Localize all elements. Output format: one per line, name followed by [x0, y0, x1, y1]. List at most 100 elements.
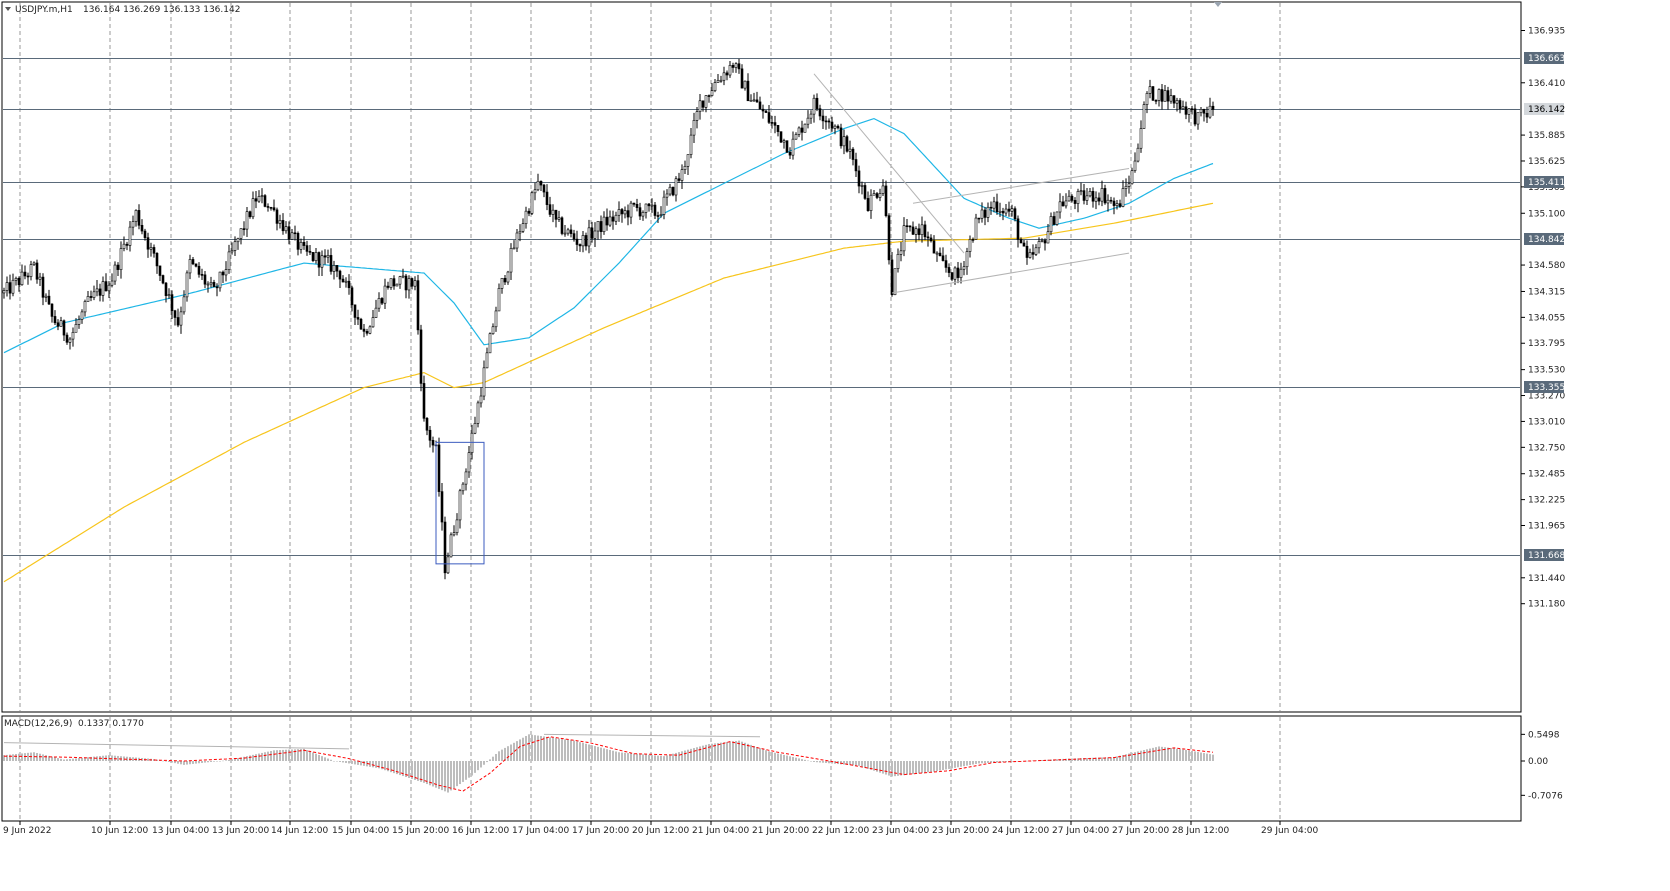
macd-bar: [642, 754, 644, 761]
macd-bar: [297, 749, 299, 761]
macd-bar: [735, 740, 737, 761]
macd-bar: [996, 761, 998, 763]
trendline[interactable]: [813, 73, 965, 254]
candle-body: [86, 296, 90, 302]
macd-bar: [933, 761, 935, 772]
macd-trendline[interactable]: [3, 742, 350, 750]
macd-bar: [78, 758, 80, 761]
level-price-label: 135.411: [1528, 178, 1565, 188]
macd-bar: [243, 756, 245, 761]
candle-body: [122, 243, 126, 249]
candle-body: [134, 210, 138, 222]
macd-bar: [1167, 747, 1169, 761]
candle-body: [119, 248, 123, 270]
candle-body: [1157, 89, 1161, 101]
candle-body: [890, 259, 894, 296]
macd-bar: [876, 761, 878, 772]
candle-body: [446, 556, 450, 574]
macd-bar: [300, 749, 302, 761]
price-pane[interactable]: [1, 1, 1522, 713]
candle-body: [245, 211, 249, 230]
macd-bar: [612, 750, 614, 761]
level-price-label: 131.668: [1528, 551, 1565, 561]
shift-marker-triangle-icon[interactable]: [1214, 2, 1222, 7]
macd-bar: [627, 753, 629, 761]
macd-bar: [903, 761, 905, 776]
macd-bar: [381, 761, 383, 770]
macd-bar: [162, 760, 164, 762]
macd-bar: [600, 747, 602, 761]
macd-bar: [246, 756, 248, 761]
candle-body: [929, 237, 933, 242]
candle-body: [41, 276, 45, 298]
macd-bar: [831, 761, 833, 764]
macd-bar: [948, 761, 950, 769]
candle-body: [209, 282, 213, 285]
candle-body: [32, 262, 36, 265]
macd-bar: [1107, 757, 1109, 761]
candle-body: [581, 235, 585, 247]
macd-trendline[interactable]: [543, 733, 761, 738]
candle-body: [1187, 108, 1191, 115]
highlight-rectangle[interactable]: [435, 441, 485, 565]
candle-body: [290, 232, 294, 240]
candle-body: [941, 255, 945, 261]
macd-bar: [387, 761, 389, 772]
horizontal-levels[interactable]: [3, 58, 1520, 556]
macd-bar: [864, 761, 866, 768]
candle-body: [575, 238, 579, 245]
macd-bar: [1089, 757, 1091, 761]
candle-body: [1082, 190, 1086, 201]
drawn-objects[interactable]: [435, 73, 1130, 565]
candle-body: [653, 204, 657, 216]
macd-bar: [558, 738, 560, 761]
candle-body: [254, 198, 258, 202]
macd-bar: [408, 761, 410, 778]
macd-bar: [732, 741, 734, 761]
candle-body: [932, 240, 936, 254]
candle-body: [908, 225, 912, 228]
macd-bar: [180, 761, 182, 765]
macd-bar: [1131, 752, 1133, 761]
candle-body: [749, 100, 753, 102]
macd-pane[interactable]: [1, 715, 1522, 822]
time-tick-label: 20 Jun 12:00: [632, 826, 689, 836]
macd-bar: [384, 761, 386, 771]
candle-body: [182, 296, 186, 313]
candle-body: [317, 252, 321, 268]
macd-bar: [1212, 754, 1214, 761]
macd-bar: [489, 759, 491, 761]
candle-body: [8, 282, 12, 294]
candle-body: [764, 110, 768, 113]
candle-body: [206, 283, 210, 286]
macd-bar: [39, 753, 41, 761]
candle-body: [509, 248, 513, 273]
trendline[interactable]: [891, 252, 1130, 294]
candle-body: [668, 186, 672, 195]
macd-bar: [1170, 748, 1172, 761]
candle-body: [395, 283, 399, 287]
time-axis[interactable]: 9 Jun 2022 10 Jun 12:00 13 Jun 04:00 13 Jun…: [3, 821, 1318, 836]
candle-body: [269, 207, 273, 209]
macd-bar: [462, 761, 464, 782]
macd-bar: [645, 754, 647, 761]
trendline[interactable]: [912, 167, 1130, 204]
candle-body: [20, 271, 24, 286]
candle-body: [686, 154, 690, 167]
macd-bar: [495, 753, 497, 761]
chart-menu-triangle-icon[interactable]: [5, 7, 11, 11]
candle-body: [524, 210, 528, 225]
price-axis[interactable]: 136.935136.410135.885135.625135.365135.1…: [1521, 27, 1565, 610]
macd-bar: [465, 761, 467, 780]
macd-bar: [813, 761, 815, 762]
macd-bar: [1173, 748, 1175, 761]
candle-body: [983, 209, 987, 218]
macd-bar: [258, 753, 260, 761]
macd-bar: [24, 753, 26, 761]
macd-bar: [894, 761, 896, 777]
macd-bar: [783, 754, 785, 761]
macd-bar: [756, 747, 758, 761]
candle-body: [125, 243, 129, 246]
candle-body: [368, 326, 372, 334]
